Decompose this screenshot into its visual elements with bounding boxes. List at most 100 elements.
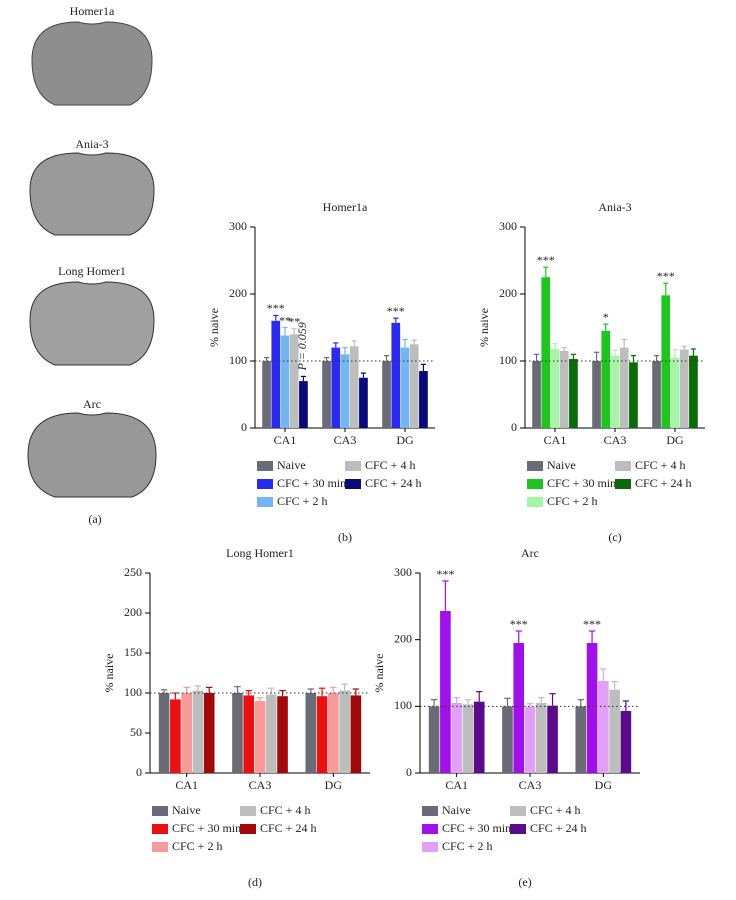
bar: [349, 346, 359, 428]
bar: [559, 350, 569, 428]
annotation: ***: [387, 304, 405, 318]
bar: [254, 701, 266, 773]
chart-title: Long Homer1: [226, 546, 294, 560]
legend-label: CFC + 2 h: [277, 494, 327, 508]
chart-title: Homer1a: [323, 200, 368, 214]
annotation: ***: [657, 269, 675, 283]
annotation: **: [288, 315, 300, 329]
bar: [620, 711, 632, 773]
bar: [299, 381, 308, 428]
legend-label: CFC + 2 h: [547, 494, 597, 508]
bar: [609, 689, 620, 773]
y-tick-label: 200: [394, 631, 412, 645]
bar: [502, 706, 513, 773]
bar: [541, 277, 551, 428]
legend-swatch: [240, 806, 256, 816]
legend-label: CFC + 4 h: [365, 458, 415, 472]
legend-swatch: [422, 842, 438, 852]
bar: [203, 693, 215, 773]
legend-swatch: [257, 497, 273, 507]
x-tick-label: CA3: [604, 433, 627, 447]
annotation: **: [279, 313, 291, 327]
image-label: Long Homer1: [58, 264, 126, 278]
bar: [359, 377, 368, 428]
legend-swatch: [257, 479, 273, 489]
bar: [428, 706, 440, 773]
panel-label: (a): [88, 512, 101, 526]
annotation: ***: [510, 617, 528, 631]
bar: [328, 693, 339, 773]
x-tick-label: CA1: [274, 433, 297, 447]
bar: [181, 693, 192, 773]
annotation: *: [603, 310, 609, 324]
legend-swatch: [527, 497, 543, 507]
bar: [550, 348, 560, 428]
y-tick-label: 100: [229, 353, 247, 367]
chart: Arc % naive 0 100 200 300 CA1 CA3 DG *** *** *** Nai…: [372, 546, 640, 889]
y-tick-label: 0: [136, 765, 142, 779]
y-tick-label: 150: [124, 645, 142, 659]
legend-swatch: [345, 461, 361, 471]
y-axis-label: % naive: [207, 308, 221, 347]
annotation: ***: [537, 253, 555, 267]
legend-label: CFC + 4 h: [260, 803, 310, 817]
bar: [670, 357, 680, 428]
bar: [451, 703, 462, 773]
bar: [610, 355, 620, 428]
panel-label: (e): [518, 875, 531, 889]
chart-title: Arc: [521, 546, 539, 560]
y-tick-label: 200: [499, 286, 517, 300]
y-tick-label: 300: [229, 219, 247, 233]
legend-label: Naive: [442, 803, 471, 817]
legend-label: CFC + 30 min: [277, 476, 346, 490]
bar: [265, 694, 277, 773]
legend-swatch: [615, 461, 631, 471]
brain-sections: Homer1a Ania-3 Long Homer1 Arc (a): [27, 4, 157, 526]
bar: [661, 295, 671, 428]
bar: [569, 358, 578, 428]
panel-label: (d): [248, 875, 262, 889]
x-tick-label: DG: [666, 433, 684, 447]
y-tick-label: 200: [229, 286, 247, 300]
bar: [689, 355, 698, 428]
legend-swatch: [527, 461, 543, 471]
brain-image: [27, 412, 157, 498]
x-tick-label: CA1: [544, 433, 567, 447]
bar: [419, 371, 428, 428]
bar: [462, 704, 474, 773]
x-tick-label: DG: [396, 433, 414, 447]
legend-swatch: [510, 824, 526, 834]
bar: [322, 361, 331, 428]
bar: [473, 701, 485, 773]
image-label: Arc: [83, 397, 101, 411]
bar: [350, 695, 362, 773]
legend-label: CFC + 24 h: [530, 821, 586, 835]
bar: [601, 330, 611, 428]
bar: [339, 690, 350, 773]
bar: [170, 699, 181, 773]
x-tick-label: CA3: [249, 778, 272, 792]
bar: [271, 320, 281, 428]
brain-image: [29, 152, 155, 236]
legend-swatch: [527, 479, 543, 489]
bar: [629, 362, 638, 428]
y-axis-label: % naive: [372, 654, 386, 693]
bar: [524, 707, 536, 773]
bar: [316, 696, 328, 773]
legend-label: CFC + 4 h: [530, 803, 580, 817]
y-tick-label: 0: [511, 420, 517, 434]
bar: [262, 361, 271, 428]
legend-swatch: [510, 806, 526, 816]
bar: [382, 361, 391, 428]
bar: [532, 361, 541, 428]
legend-label: CFC + 24 h: [365, 476, 421, 490]
legend-label: Naive: [277, 458, 306, 472]
bar: [535, 703, 547, 773]
y-tick-label: 0: [241, 420, 247, 434]
legend-swatch: [152, 806, 168, 816]
bar: [391, 322, 401, 428]
legend-label: CFC + 4 h: [635, 458, 685, 472]
y-tick-label: 0: [406, 765, 412, 779]
